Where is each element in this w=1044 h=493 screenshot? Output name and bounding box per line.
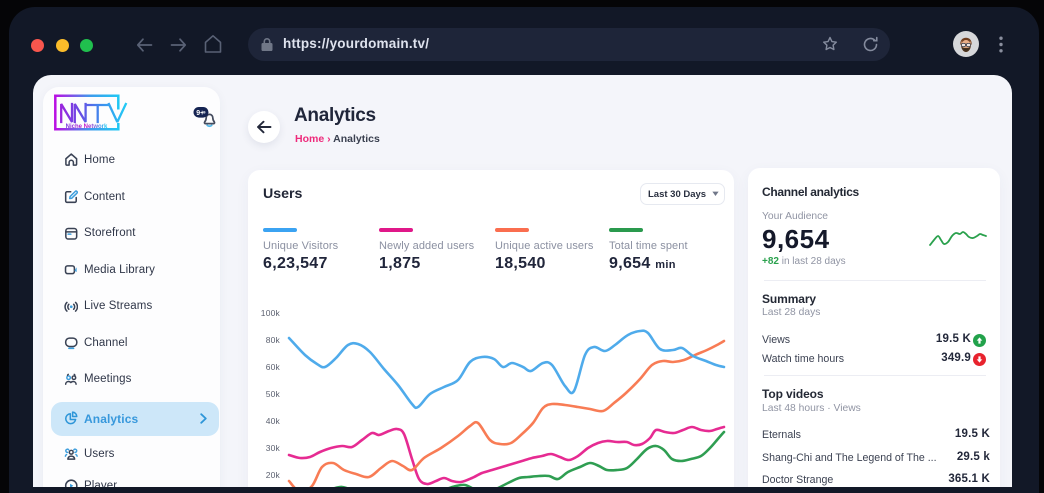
svg-text:Niche Network: Niche Network [66, 124, 108, 130]
svg-text:9+: 9+ [196, 110, 204, 117]
